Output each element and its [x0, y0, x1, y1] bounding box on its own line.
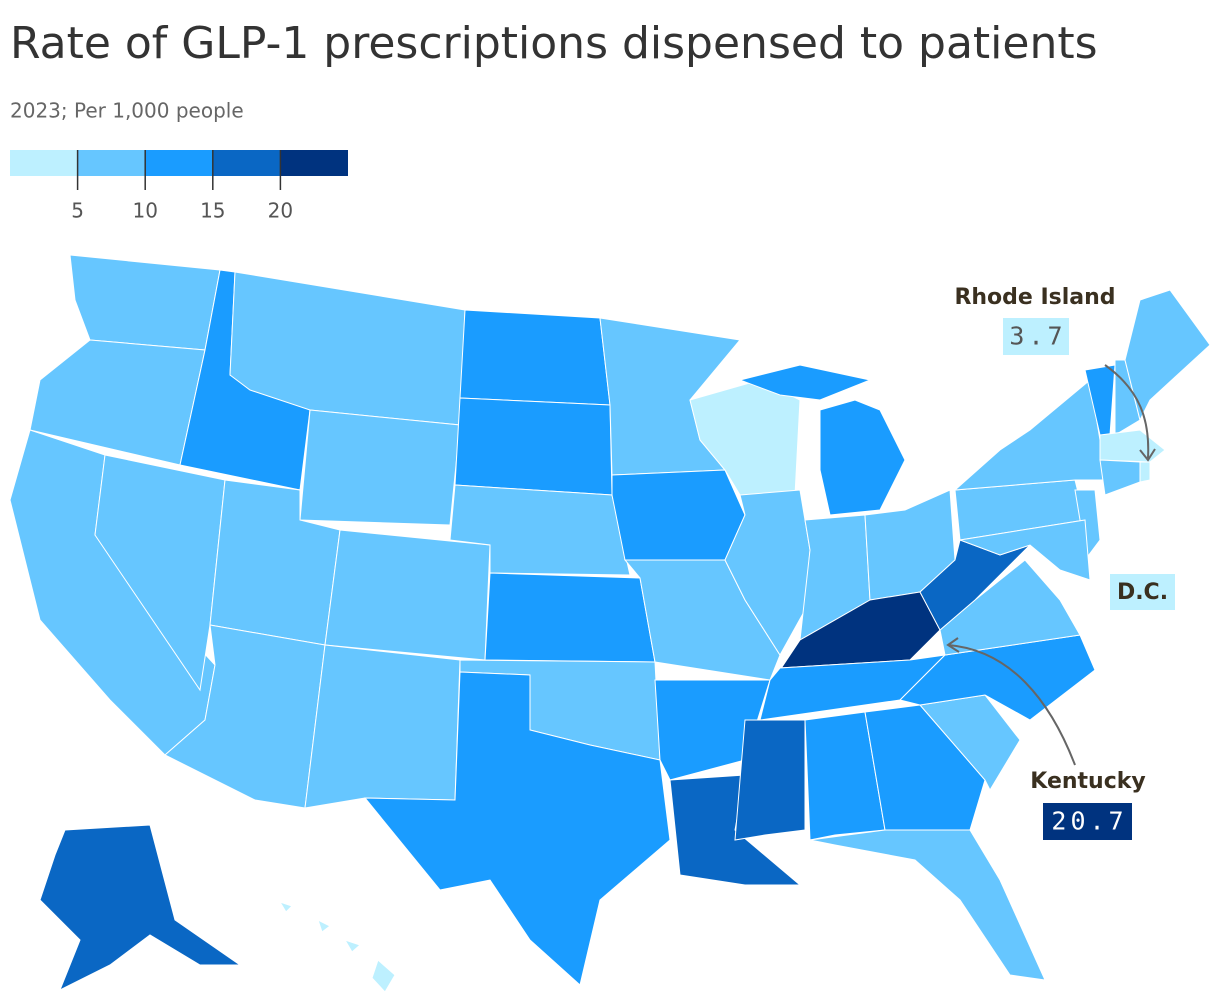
region — [1124, 289, 1211, 422]
annotation-value: 3.7 — [1009, 322, 1066, 351]
arrow — [1104, 364, 1150, 459]
annotation-box — [1043, 803, 1132, 840]
annotation-label: Rhode Island — [954, 285, 1115, 310]
annotation-label: D.C. — [1117, 580, 1168, 605]
region — [809, 829, 1046, 981]
legend-swatch — [280, 150, 348, 176]
annotation-label: Kentucky — [1030, 769, 1145, 794]
region — [363, 671, 671, 986]
legend-tick-label: 10 — [132, 199, 157, 223]
arrow-head — [1139, 448, 1156, 462]
region — [654, 679, 771, 781]
region — [29, 339, 206, 466]
region — [1139, 461, 1151, 483]
region — [804, 711, 886, 841]
region — [278, 901, 396, 993]
region — [484, 572, 656, 663]
region — [1099, 429, 1166, 463]
region — [459, 309, 611, 406]
region — [899, 634, 1096, 721]
region — [324, 529, 491, 661]
region — [611, 469, 746, 561]
region — [1074, 489, 1101, 562]
legend-tick-label: 5 — [71, 199, 84, 223]
legend-swatch — [145, 150, 213, 176]
subtitle: 2023; Per 1,000 people — [10, 99, 244, 123]
legend: 5 10 15 20 — [10, 150, 348, 223]
annotation-box — [1003, 318, 1069, 355]
region — [953, 379, 1106, 491]
chart-title: Rate of GLP-1 prescriptions dispensed to… — [10, 18, 1098, 69]
annotation-box — [1110, 574, 1175, 610]
region — [304, 644, 461, 809]
region — [734, 719, 806, 841]
legend-swatch — [77, 150, 146, 176]
region — [69, 254, 221, 351]
annotation-value: 20.7 — [1051, 807, 1127, 836]
region — [299, 409, 461, 526]
legend-swatch — [212, 150, 281, 176]
legend-swatch — [10, 150, 78, 176]
legend-tick-label: 15 — [200, 199, 225, 223]
arrow-head — [946, 637, 960, 653]
region — [958, 519, 1091, 581]
region — [1099, 459, 1141, 496]
region — [738, 364, 906, 516]
arrow — [947, 644, 1076, 766]
legend-tick-label: 20 — [268, 199, 293, 223]
region — [39, 824, 242, 992]
region — [454, 397, 613, 496]
region — [724, 489, 811, 656]
annotations: Rhode Island 3.7 D.C. Kentucky 20.7 — [946, 285, 1175, 840]
map — [9, 254, 1211, 993]
region — [94, 454, 226, 692]
